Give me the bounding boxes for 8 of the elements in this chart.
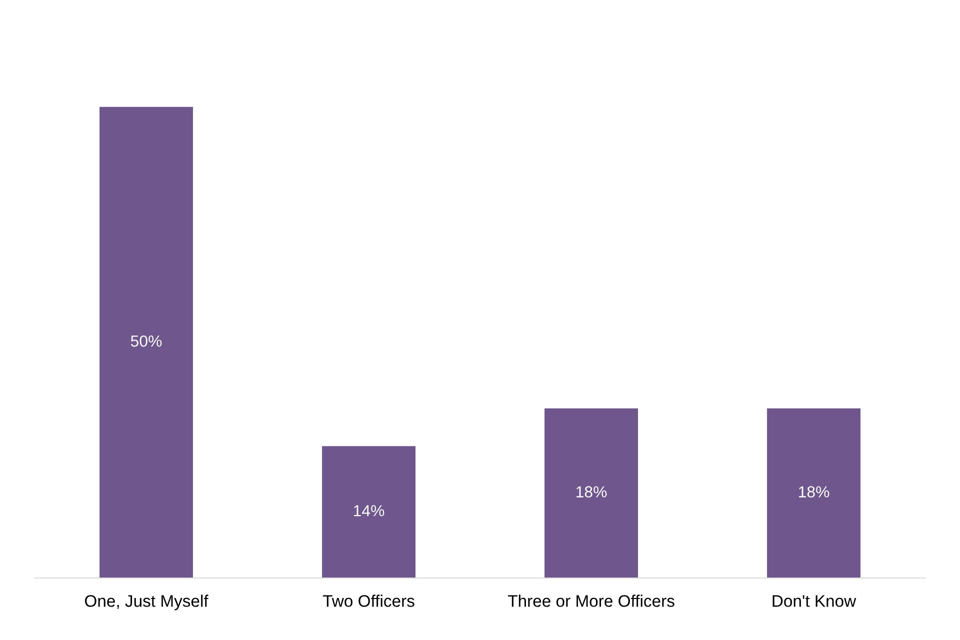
x-tick-label: Two Officers xyxy=(322,594,414,607)
x-tick-label: One, Just Myself xyxy=(84,594,208,610)
data-label: 18% xyxy=(576,486,607,498)
data-label: 50% xyxy=(130,335,162,347)
data-label: 14% xyxy=(354,505,384,516)
x-tick-label: Don't Know xyxy=(772,595,856,607)
data-label: 18% xyxy=(798,486,830,498)
x-tick-label: Three or More Officers xyxy=(508,594,674,607)
